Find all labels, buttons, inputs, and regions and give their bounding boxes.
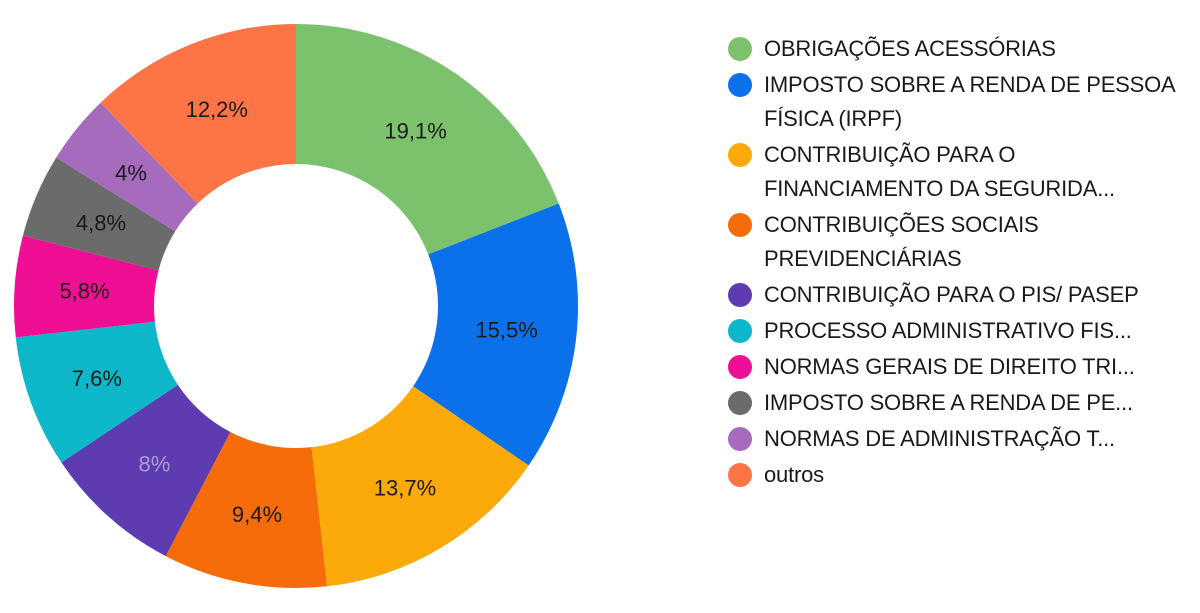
legend-label: CONTRIBUIÇÕES SOCIAIS PREVIDENCIÁRIAS [764,212,1039,271]
legend-label: CONTRIBUIÇÃO PARA O FINANCIAMENTO DA SEG… [764,142,1115,201]
slice-label: 5,8% [59,279,109,304]
donut-slice [61,384,231,557]
legend-item: IMPOSTO SOBRE A RENDA DE PE... [728,386,1188,420]
slice-label: 4% [115,160,147,185]
donut-chart: 19,1% 15,5% 13,7% 9,4% 8% 7,6% 5,8% 4,8% 4% 12,2% [14,24,578,588]
legend-item: NORMAS DE ADMINISTRAÇÃO T... [728,422,1188,456]
legend-swatch [728,283,752,307]
donut-slice [14,235,159,338]
legend-item: OBRIGAÇÕES ACESSÓRIAS [728,32,1188,66]
legend-label: PROCESSO ADMINISTRATIVO FIS... [764,318,1132,343]
legend-swatch [728,73,752,97]
legend-label: IMPOSTO SOBRE A RENDA DE PESSOA FÍSICA (… [764,72,1175,131]
donut-slice [413,203,578,466]
legend-label: CONTRIBUIÇÃO PARA O PIS/ PASEP [764,282,1139,307]
legend-swatch [728,213,752,237]
legend-label: NORMAS GERAIS DE DIREITO TRI... [764,354,1135,379]
legend-label: outros [764,462,824,487]
slice-label: 12,2% [186,97,248,122]
legend-item: CONTRIBUIÇÕES SOCIAIS PREVIDENCIÁRIAS [728,208,1188,276]
slice-label: 8% [139,451,171,476]
donut-slice [56,102,198,232]
legend-swatch [728,143,752,167]
legend-swatch [728,427,752,451]
donut-slice [100,24,296,204]
slice-label: 4,8% [76,210,126,235]
slice-label: 13,7% [374,475,436,500]
legend-label: OBRIGAÇÕES ACESSÓRIAS [764,36,1056,61]
legend-item: CONTRIBUIÇÃO PARA O FINANCIAMENTO DA SEG… [728,138,1188,206]
legend-item: NORMAS GERAIS DE DIREITO TRI... [728,350,1188,384]
legend-label: IMPOSTO SOBRE A RENDA DE PE... [764,390,1133,415]
slice-label: 7,6% [72,366,122,391]
legend-swatch [728,355,752,379]
donut-slice [15,321,178,463]
legend-item: PROCESSO ADMINISTRATIVO FIS... [728,314,1188,348]
donut-slice [165,431,327,588]
legend-swatch [728,37,752,61]
slice-label: 15,5% [475,318,537,343]
legend-item: CONTRIBUIÇÃO PARA O PIS/ PASEP [728,278,1188,312]
legend-item: IMPOSTO SOBRE A RENDA DE PESSOA FÍSICA (… [728,68,1188,136]
legend-label: NORMAS DE ADMINISTRAÇÃO T... [764,426,1115,451]
legend-swatch [728,319,752,343]
donut-slice [22,157,176,271]
slice-label: 19,1% [384,118,446,143]
legend-swatch [728,463,752,487]
legend-item: outros [728,458,1188,492]
donut-slice [296,24,559,255]
legend-swatch [728,391,752,415]
donut-slice [311,386,529,587]
slice-label: 9,4% [232,502,282,527]
chart-legend: OBRIGAÇÕES ACESSÓRIAS IMPOSTO SOBRE A RE… [728,32,1188,494]
